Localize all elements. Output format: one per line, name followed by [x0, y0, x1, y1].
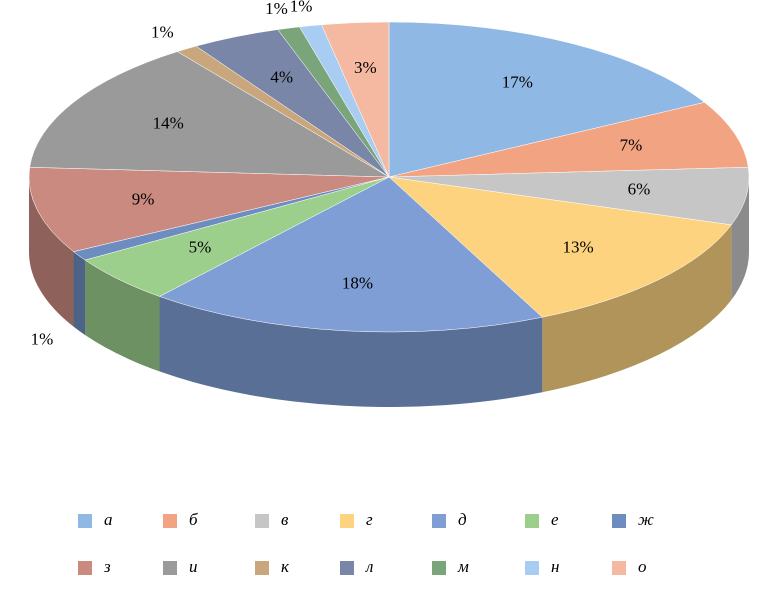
legend-label: в — [281, 510, 289, 529]
data-label: 7% — [620, 136, 643, 155]
data-label: 17% — [502, 73, 533, 92]
legend-swatch — [78, 514, 92, 528]
legend-swatch — [612, 561, 626, 575]
legend-swatch — [163, 561, 177, 575]
legend-swatch — [255, 514, 269, 528]
slice — [321, 21, 390, 178]
slice-side — [542, 224, 732, 393]
legend-label: м — [457, 557, 469, 576]
slice-side — [159, 296, 543, 408]
slice — [388, 167, 750, 226]
slice-side — [731, 177, 749, 300]
legend-swatch — [525, 561, 539, 575]
legend-label: н — [551, 557, 559, 576]
legend-swatch — [340, 514, 354, 528]
legend-label: ж — [638, 510, 654, 529]
legend-label: а — [104, 510, 113, 529]
legend-swatch — [255, 561, 269, 575]
legend-label: е — [551, 510, 559, 529]
slice-side — [73, 251, 86, 336]
data-label: 6% — [628, 180, 651, 199]
slice — [29, 51, 390, 178]
slice — [158, 176, 543, 333]
legend-swatch — [525, 514, 539, 528]
slice-side — [85, 260, 160, 372]
data-label: 1% — [290, 0, 313, 15]
data-label: 13% — [562, 238, 593, 257]
data-label: 14% — [153, 114, 184, 133]
data-label: 1% — [151, 22, 174, 41]
legend-label: з — [103, 557, 111, 576]
data-label: 18% — [342, 274, 373, 293]
legend-label: л — [365, 557, 373, 576]
legend-swatch — [78, 561, 92, 575]
legend-label: г — [366, 510, 373, 529]
legend-swatch — [340, 561, 354, 575]
slice — [388, 176, 732, 318]
legend-label: о — [638, 557, 647, 576]
legend-label: к — [281, 557, 290, 576]
data-label: 9% — [132, 190, 155, 209]
slice — [388, 21, 706, 178]
legend-swatch — [432, 514, 446, 528]
legend-label: д — [458, 510, 467, 529]
legend-label: б — [189, 510, 198, 529]
data-label: 1% — [265, 0, 288, 18]
slice-side — [29, 177, 74, 327]
legend-swatch — [612, 514, 626, 528]
legend-swatch — [163, 514, 177, 528]
slice — [388, 102, 749, 178]
data-label: 1% — [31, 329, 54, 348]
data-label: 3% — [354, 58, 377, 77]
data-label: 4% — [270, 68, 293, 87]
slice — [28, 167, 390, 252]
data-label: 5% — [189, 238, 212, 257]
legend-label: и — [189, 557, 198, 576]
legend-swatch — [432, 561, 446, 575]
